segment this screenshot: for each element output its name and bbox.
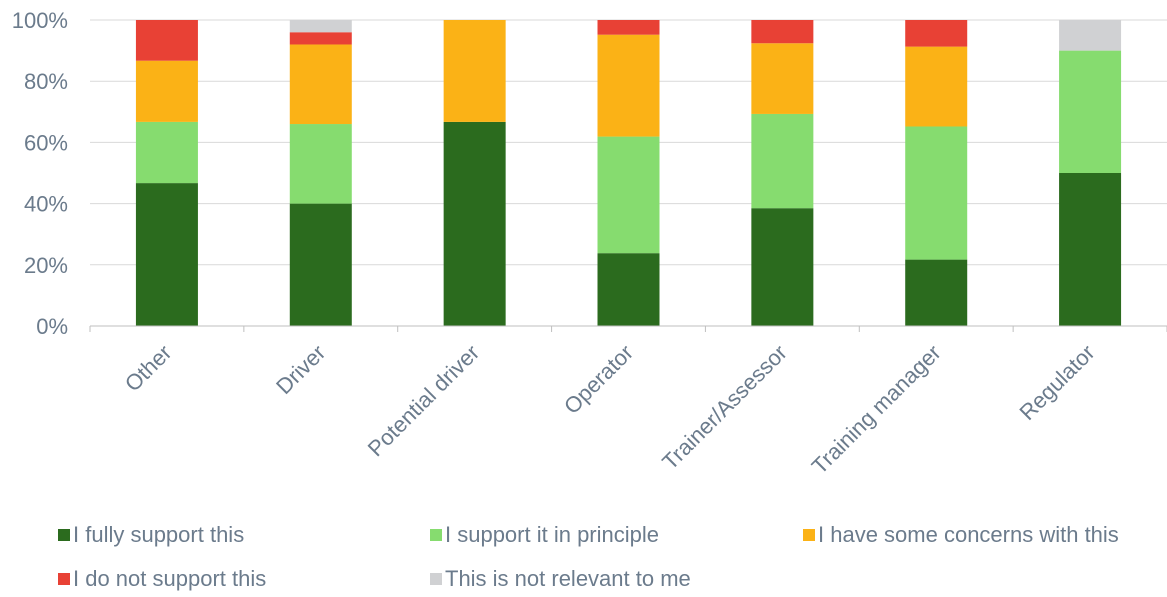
bar-segment — [135, 60, 198, 122]
x-tick-label: Potential driver — [363, 340, 484, 461]
chart-canvas: 0% 20% 40% 60% 80% 100% Other Driver Potential d… — [12, 8, 1167, 479]
bar-segment — [905, 259, 968, 326]
legend-item: I do not support this — [58, 566, 266, 592]
bar-segment — [135, 121, 198, 184]
x-tick-label: Regulator — [1014, 340, 1099, 425]
legend-item: I fully support this — [58, 522, 244, 548]
bar-segment — [751, 208, 814, 326]
bar-segment — [443, 20, 506, 122]
legend-item: This is not relevant to me — [430, 566, 691, 592]
legend-swatch — [430, 573, 442, 585]
bar-segment — [1059, 50, 1122, 173]
y-tick-label: 100% — [12, 8, 68, 33]
x-tick-label: Trainer/Assessor — [657, 340, 792, 475]
bar-segment — [751, 43, 814, 114]
legend-swatch — [58, 573, 70, 585]
y-tick-label: 20% — [24, 253, 68, 278]
y-tick-label: 0% — [36, 314, 68, 339]
bar-segment — [905, 126, 968, 260]
bar-segment — [597, 253, 660, 326]
bar-segment — [289, 20, 352, 33]
legend-label: I fully support this — [73, 522, 245, 547]
legend-label: I do not support this — [73, 566, 267, 591]
bar-segment — [289, 44, 352, 125]
x-tick-label: Other — [120, 340, 177, 397]
y-tick-label: 60% — [24, 130, 68, 155]
legend-swatch — [803, 529, 815, 541]
bar-segment — [443, 121, 506, 326]
bar-segment — [289, 124, 352, 204]
legend-label: I support it in principle — [445, 522, 659, 547]
bar-segment — [597, 136, 660, 254]
bar-segment — [135, 20, 198, 61]
bars — [135, 20, 1122, 326]
bar-segment — [1059, 20, 1122, 51]
bar-segment — [905, 20, 968, 47]
bar-segment — [751, 113, 814, 209]
legend-swatch — [58, 529, 70, 541]
legend-label: This is not relevant to me — [445, 566, 691, 591]
bar-segment — [597, 20, 660, 35]
legend-swatch — [430, 529, 442, 541]
bar-segment — [289, 203, 352, 326]
x-tick-label: Training manager — [807, 340, 946, 479]
bar-segment — [905, 46, 968, 127]
bar-segment — [751, 20, 814, 44]
bar-segment — [135, 183, 198, 326]
x-tick-label: Driver — [271, 340, 330, 399]
y-tick-label: 40% — [24, 192, 68, 217]
y-tick-label: 80% — [24, 69, 68, 94]
legend-label: I have some concerns with this — [818, 522, 1119, 547]
bar-segment — [597, 34, 660, 137]
x-tick-label: Operator — [559, 340, 638, 419]
legend-item: I have some concerns with this — [803, 522, 1119, 548]
bar-segment — [289, 32, 352, 45]
legend-item: I support it in principle — [430, 522, 659, 548]
bar-segment — [1059, 173, 1122, 326]
